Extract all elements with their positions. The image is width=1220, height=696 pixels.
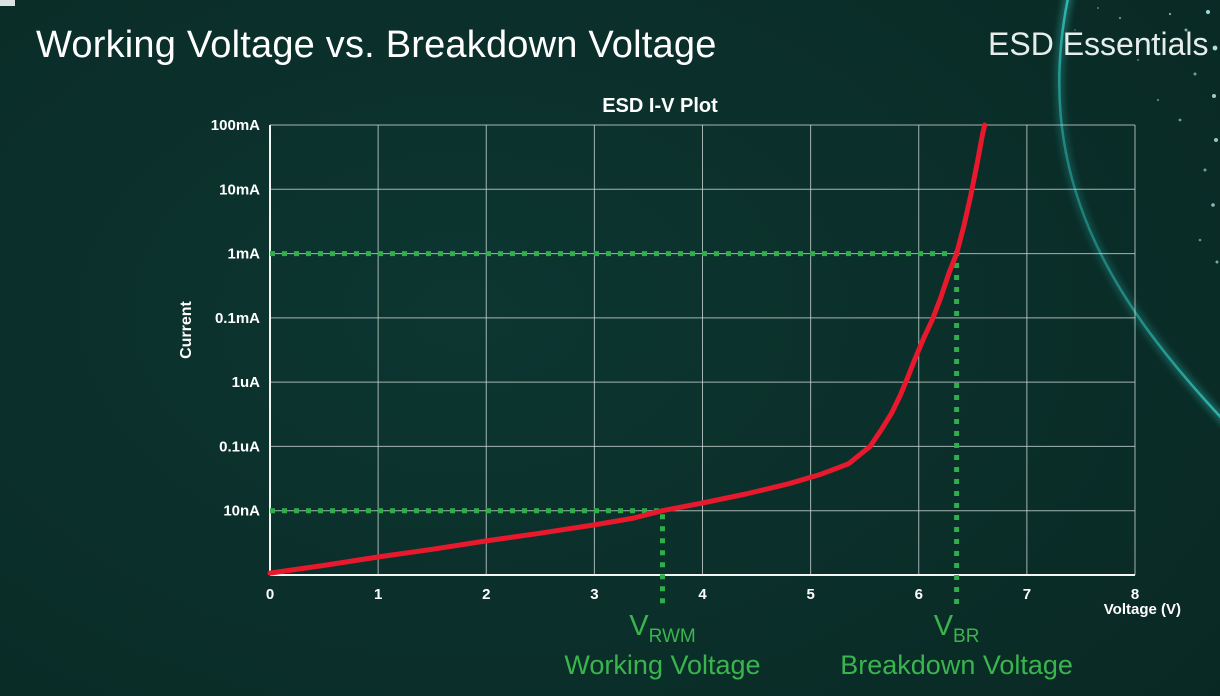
brand-text: ESD Essentials: [988, 26, 1209, 62]
svg-text:5: 5: [806, 586, 814, 603]
svg-text:6: 6: [915, 586, 923, 603]
iv-curve: [267, 122, 988, 576]
x-axis-label: Voltage (V): [1103, 601, 1181, 618]
svg-text:7: 7: [1023, 586, 1031, 603]
svg-text:10nA: 10nA: [223, 503, 260, 520]
svg-text:3: 3: [590, 586, 598, 603]
svg-text:0.1uA: 0.1uA: [219, 438, 260, 455]
svg-text:1uA: 1uA: [232, 374, 261, 391]
svg-text:4: 4: [698, 586, 707, 603]
breakdown-voltage-annotation: VBR Breakdown Voltage: [840, 610, 1073, 680]
working-voltage-caption: Working Voltage: [564, 649, 761, 680]
svg-text:8: 8: [1131, 586, 1139, 603]
working-voltage-annotation: VRWM Working Voltage: [564, 610, 761, 680]
vrwm-symbol: VRWM: [629, 610, 696, 647]
page-title: Working Voltage vs. Breakdown Voltage: [36, 24, 717, 66]
y-axis-label: Current: [178, 301, 195, 359]
svg-text:100mA: 100mA: [211, 117, 260, 134]
annotation-guide-line: [270, 508, 665, 610]
breakdown-voltage-caption: Breakdown Voltage: [840, 649, 1073, 680]
svg-text:2: 2: [482, 586, 490, 603]
svg-text:1: 1: [374, 586, 382, 603]
svg-text:0: 0: [266, 586, 274, 603]
svg-text:0.1mA: 0.1mA: [215, 310, 260, 327]
svg-text:1mA: 1mA: [227, 246, 260, 263]
svg-text:10mA: 10mA: [219, 181, 260, 198]
vbr-symbol: VBR: [933, 610, 980, 647]
frame-artifact: [0, 0, 15, 6]
chart-title: ESD I-V Plot: [602, 95, 718, 117]
